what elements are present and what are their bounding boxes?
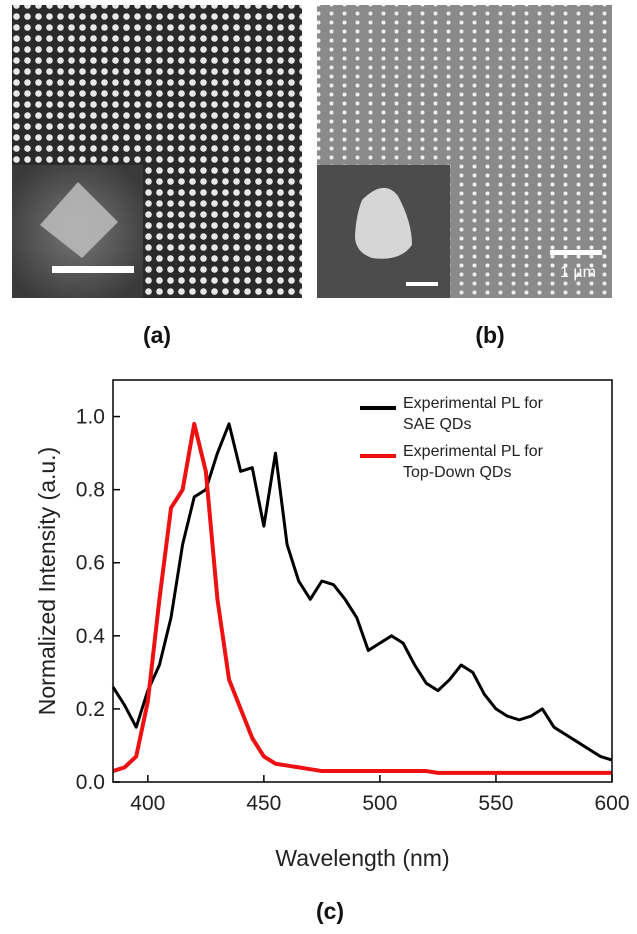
panel-label: (b) [475, 322, 505, 348]
y-tick-label: 0.2 [76, 698, 105, 721]
x-tick-label: 600 [594, 792, 629, 815]
x-tick-label: 500 [362, 792, 397, 815]
legend-label: Experimental PL for Top-Down QDs [403, 443, 543, 481]
x-tick-label: 400 [130, 792, 165, 815]
x-tick-label: 450 [246, 792, 281, 815]
legend-swatch [360, 454, 396, 458]
legend-item: Experimental PL for SAE QDs [360, 393, 600, 435]
x-axis-label: Wavelength (nm) [275, 845, 449, 871]
scale-bar [550, 250, 602, 255]
scale-bar [52, 266, 134, 273]
y-tick-label: 0.4 [76, 625, 106, 648]
scale-bar [406, 282, 438, 286]
panel-label: (a) [142, 322, 172, 348]
legend: Experimental PL for SAE QDs Experimental … [360, 393, 600, 489]
scale-bar-label: 1 µm [560, 264, 596, 281]
sem-images: 1 µm [12, 5, 612, 298]
pyramid [40, 182, 118, 258]
y-tick-label: 1.0 [76, 406, 105, 429]
nanostructure [355, 187, 412, 259]
x-tick-label: 550 [478, 792, 513, 815]
legend-item: Experimental PL for Top-Down QDs [360, 441, 600, 483]
legend-swatch [360, 406, 396, 410]
y-axis-label: Normalized Intensity (a.u.) [34, 447, 60, 715]
y-tick-label: 0.6 [76, 552, 105, 575]
panel-label: (c) [315, 898, 345, 924]
legend-label: Experimental PL for SAE QDs [403, 395, 543, 433]
y-tick-label: 0.8 [76, 479, 105, 502]
y-tick-label: 0.0 [76, 771, 105, 794]
